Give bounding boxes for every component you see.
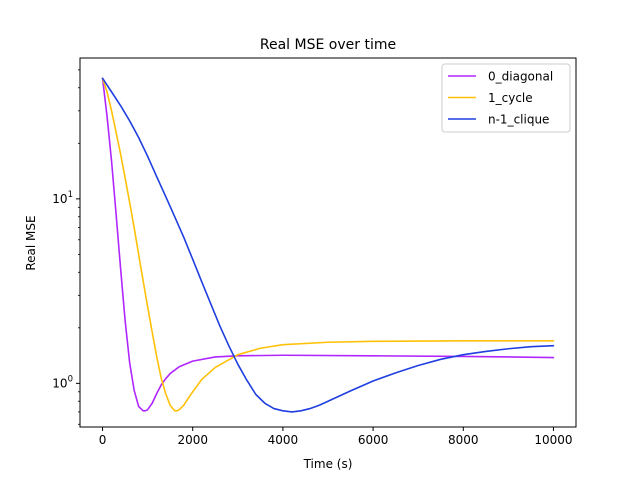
chart-title: Real MSE over time [260, 37, 396, 53]
plot-frame [79, 57, 577, 428]
x-tick-label: 6000 [358, 433, 389, 447]
y-tick-label: 101 [52, 190, 73, 206]
legend: 0_diagonal 1_cycle n-1_clique [441, 63, 571, 133]
series-line-2 [101, 77, 555, 413]
y-tick-base: 10 [52, 376, 67, 390]
y-tick-exponent: 0 [68, 374, 73, 384]
x-axis-label: Time (s) [303, 457, 353, 471]
series-layer [101, 77, 555, 413]
legend-box [441, 63, 571, 133]
x-tick-label: 10000 [534, 433, 572, 447]
x-tick-label: 4000 [268, 433, 299, 447]
y-tick-base: 10 [52, 192, 67, 206]
legend-label-0: 0_diagonal [488, 70, 553, 84]
x-axis: 0 2000 4000 6000 8000 10000 [99, 427, 573, 447]
series-line-1 [101, 77, 555, 412]
legend-label-1: 1_cycle [488, 91, 533, 105]
x-tick-label: 8000 [448, 433, 479, 447]
y-tick-exponent: 1 [68, 190, 73, 200]
x-tick-label: 0 [99, 433, 107, 447]
y-axis-label: Real MSE [24, 215, 38, 270]
series-line-0 [101, 77, 555, 412]
legend-label-2: n-1_clique [488, 113, 549, 127]
x-tick-label: 2000 [177, 433, 208, 447]
y-tick-label: 100 [52, 374, 73, 390]
